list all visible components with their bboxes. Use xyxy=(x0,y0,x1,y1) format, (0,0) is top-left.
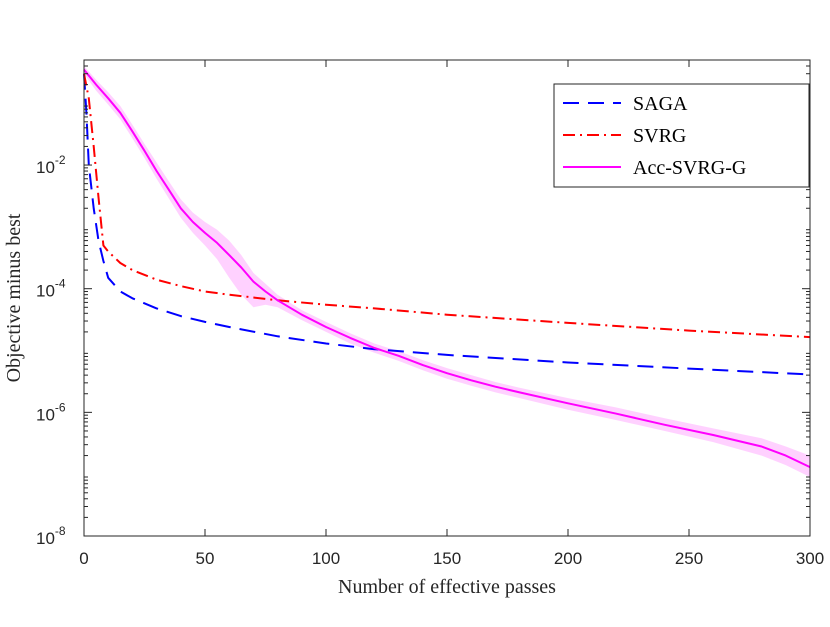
x-tick-label: 150 xyxy=(433,549,461,568)
x-tick-label: 250 xyxy=(675,549,703,568)
x-axis-label: Number of effective passes xyxy=(338,576,556,598)
x-tick-label: 300 xyxy=(796,549,824,568)
y-tick-label: 10-6 xyxy=(36,400,66,424)
legend-label-svrg: SVRG xyxy=(633,125,686,147)
y-tick-label: 10-4 xyxy=(36,277,66,301)
series-line-acc-svrg-g xyxy=(83,68,811,469)
band-layer xyxy=(84,66,810,477)
y-axis-label: Objective minus best xyxy=(3,213,25,382)
series-line-svrg xyxy=(83,73,811,339)
series-layer xyxy=(83,68,811,469)
x-tick-label: 0 xyxy=(79,549,88,568)
legend-label-acc-svrg-g: Acc-SVRG-G xyxy=(633,157,746,179)
y-tick-label: 10-2 xyxy=(36,153,66,177)
legend: SAGA SVRG Acc-SVRG-G xyxy=(553,83,810,188)
x-tick-label: 50 xyxy=(196,549,215,568)
confidence-band-acc-svrg-g xyxy=(84,66,810,477)
x-tick-label: 200 xyxy=(554,549,582,568)
x-tick-label: 100 xyxy=(312,549,340,568)
series-line-saga xyxy=(83,73,811,376)
y-tick-label: 10-8 xyxy=(36,524,66,548)
legend-label-saga: SAGA xyxy=(633,93,688,115)
